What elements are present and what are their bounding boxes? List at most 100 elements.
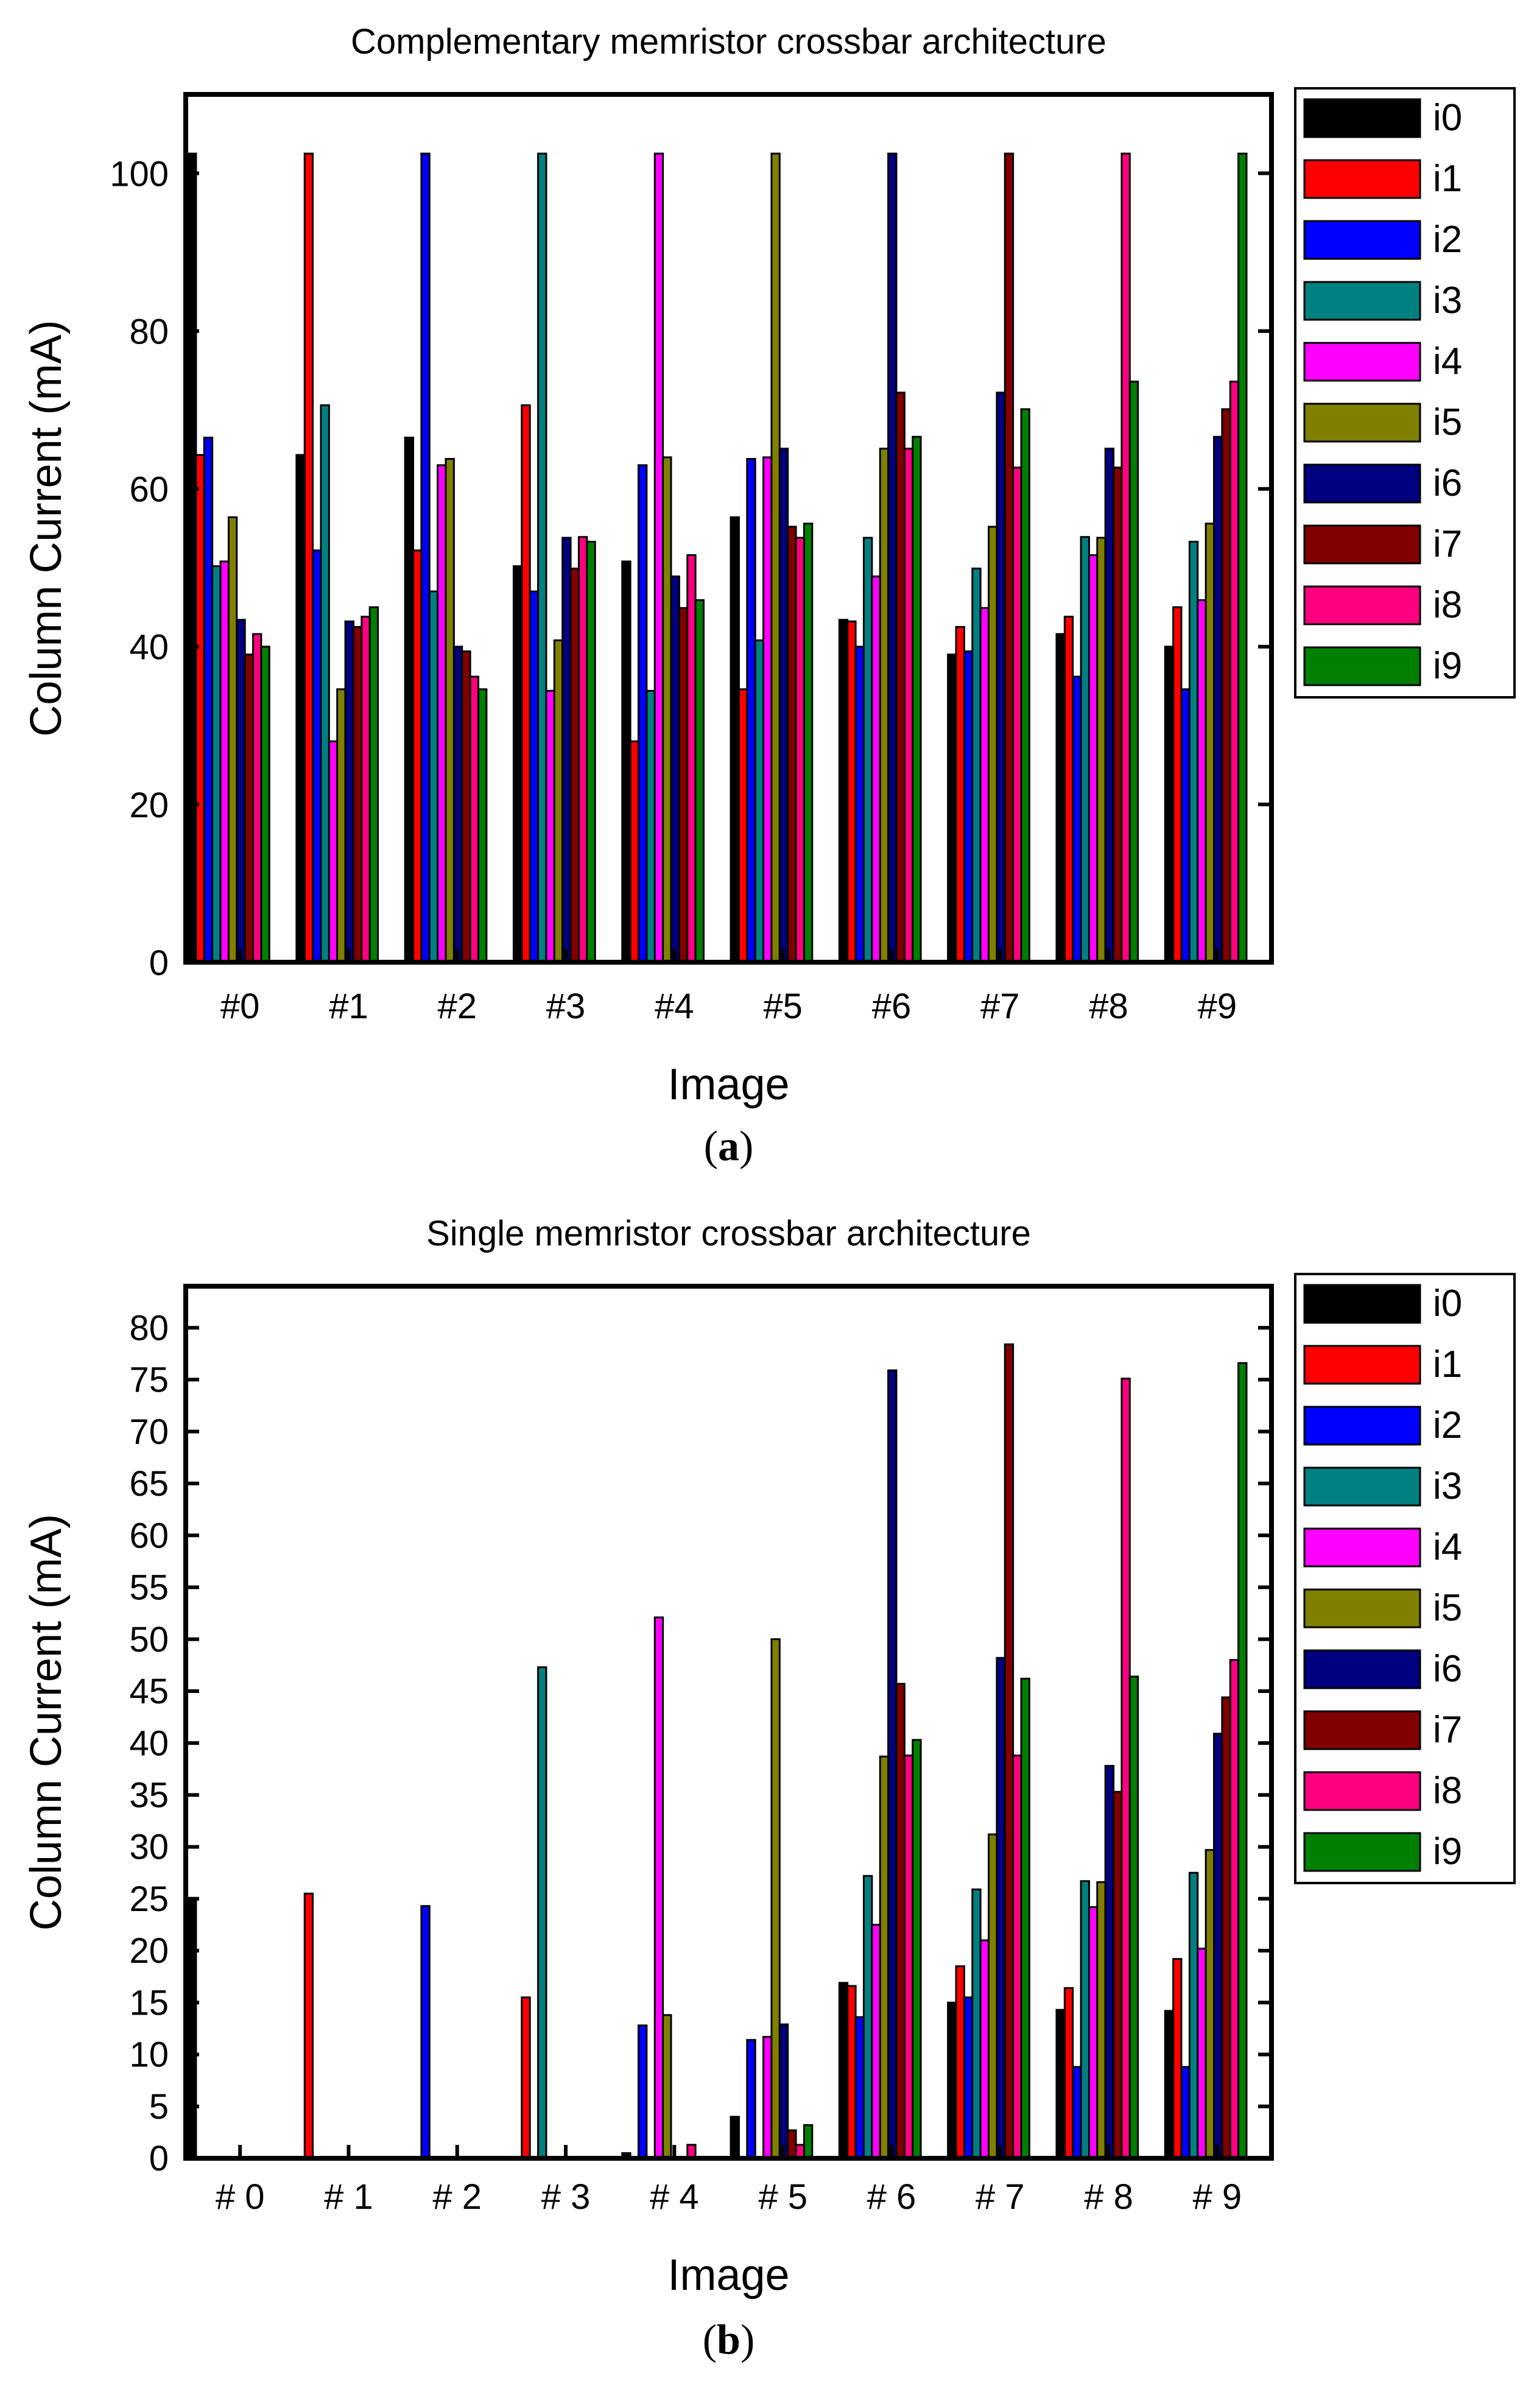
bar-i8-2	[469, 675, 480, 963]
legend-label-i6: i6	[1433, 462, 1462, 504]
bar-i4-9	[1197, 1948, 1207, 2160]
legend-label-i7: i7	[1433, 1709, 1462, 1751]
bar-i1-3	[521, 404, 531, 963]
bar-i7-5	[787, 526, 797, 963]
bar-i6-9	[1213, 1733, 1223, 2160]
y-tick-label: 5	[149, 2087, 169, 2127]
bar-i7-9	[1221, 1696, 1231, 2160]
bar-i3-9	[1188, 541, 1199, 963]
x-tick-label: # 0	[216, 2177, 265, 2217]
bar-i5-8	[1096, 1881, 1106, 2160]
bar-i4-0	[219, 560, 230, 963]
bar-i0-5	[730, 516, 740, 963]
bar-i2-0	[203, 437, 214, 963]
bar-i5-2	[445, 458, 455, 963]
legend-label-i9: i9	[1433, 1831, 1462, 1873]
legend-label-i7: i7	[1433, 523, 1462, 565]
x-tick-label: #3	[546, 987, 586, 1026]
bar-i4-6	[871, 576, 881, 963]
bar-i9-9	[1237, 152, 1248, 963]
bar-i6-5	[778, 2023, 789, 2160]
bar-i1-1	[303, 152, 314, 963]
bar-i6-4	[670, 576, 680, 963]
bar-i9-7	[1020, 408, 1030, 963]
bar-i7-1	[352, 625, 363, 963]
bar-i4-5	[762, 456, 773, 963]
bar-i4-8	[1088, 554, 1099, 963]
chart-svg-a: Complementary memristor crossbar archite…	[22, 22, 1516, 1170]
bar-i0-2	[404, 437, 415, 963]
bar-i9-8	[1128, 1675, 1139, 2160]
plot-frame	[183, 1284, 1274, 2161]
bar-i4-1	[328, 740, 339, 963]
x-tick-label: # 8	[1084, 2177, 1133, 2217]
y-tick-label: 40	[129, 1723, 169, 1763]
y-tick-label: 80	[129, 312, 169, 352]
bar-i1-9	[1172, 1958, 1183, 2160]
bar-i4-4	[653, 152, 664, 963]
bar-i6-5	[778, 448, 789, 963]
bar-i5-4	[662, 2014, 672, 2160]
bar-i2-4	[638, 464, 648, 963]
bar-i2-8	[1072, 675, 1082, 963]
bar-i5-9	[1205, 523, 1215, 963]
x-tick-label: # 3	[541, 2177, 591, 2217]
y-tick-label: 60	[129, 470, 169, 510]
bar-i0-9	[1164, 2010, 1175, 2160]
bar-i0-8	[1055, 633, 1066, 963]
bar-i6-7	[996, 392, 1006, 963]
bar-i1-6	[846, 1985, 857, 2160]
bar-i7-8	[1113, 466, 1123, 963]
legend-label-i1: i1	[1433, 158, 1462, 200]
y-tick-label: 10	[129, 2035, 169, 2075]
x-tick-label: # 9	[1193, 2177, 1242, 2217]
bar-i0-5	[730, 2116, 740, 2160]
bar-i9-5	[803, 523, 814, 963]
bar-i9-9	[1237, 1362, 1248, 2160]
bar-i8-3	[577, 536, 588, 963]
legend-label-i0: i0	[1433, 1283, 1462, 1325]
bar-i5-6	[879, 1755, 890, 2160]
bar-i8-7	[1012, 466, 1022, 963]
legend-swatch-i9	[1303, 646, 1421, 686]
bar-i9-1	[368, 606, 379, 963]
bar-i7-7	[1004, 1343, 1015, 2160]
bar-i6-3	[561, 537, 572, 963]
bar-i1-8	[1063, 1987, 1074, 2160]
y-tick-label: 30	[129, 1828, 169, 1867]
x-tick-label: # 4	[650, 2177, 699, 2217]
legend-swatch-i0	[1303, 98, 1421, 138]
bar-i4-7	[979, 607, 990, 963]
bar-i1-0	[195, 454, 205, 963]
bar-i7-2	[461, 650, 471, 963]
bar-i5-9	[1205, 1849, 1215, 2160]
bar-i7-7	[1004, 152, 1015, 963]
legend-swatch-i4	[1303, 342, 1421, 382]
bar-i2-5	[746, 458, 756, 963]
bar-i9-4	[694, 599, 705, 963]
legend-swatch-i4	[1303, 1527, 1421, 1568]
bar-i2-7	[963, 650, 974, 963]
legend-label-i5: i5	[1433, 1587, 1462, 1629]
x-tick-label: # 2	[432, 2177, 482, 2217]
bar-i2-3	[529, 590, 540, 963]
bar-i0-7	[947, 2001, 957, 2160]
bar-i8-7	[1012, 1755, 1022, 2160]
bar-i6-8	[1104, 1765, 1115, 2160]
bar-i5-5	[770, 1638, 781, 2160]
y-tick-label: 50	[129, 1620, 169, 1660]
bar-i1-4	[629, 740, 640, 963]
bar-i8-5	[795, 537, 805, 963]
y-tick-label: 80	[129, 1308, 169, 1348]
y-tick-label: 100	[110, 154, 169, 194]
bar-i5-3	[553, 639, 564, 963]
x-tick-label: #7	[980, 987, 1020, 1026]
bar-i1-3	[521, 1996, 531, 2160]
panel-label: (a)	[704, 1123, 754, 1170]
y-tick-label: 40	[129, 628, 169, 667]
bar-i4-4	[653, 1616, 664, 2160]
y-tick-label: 15	[129, 1983, 169, 2023]
legend-swatch-i6	[1303, 463, 1421, 504]
bar-i6-0	[236, 619, 246, 963]
y-tick-label: 65	[129, 1464, 169, 1504]
